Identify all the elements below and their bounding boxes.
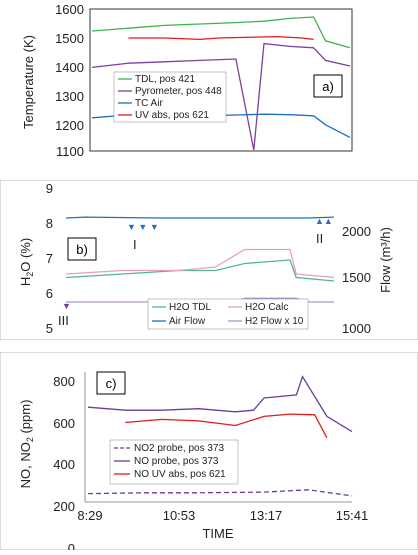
panel-b-tag-box (67, 237, 97, 261)
annotation-i: I (133, 237, 137, 252)
panel-b-yticks: 9 8 7 6 5 (46, 181, 53, 336)
panel-c-ytick: 600 (53, 416, 75, 431)
legend-item-air-flow: Air Flow (169, 316, 206, 327)
series-line-air-flow (65, 216, 335, 219)
panel-c-xticks: 8:29 10:53 13:17 15:41 (77, 508, 368, 523)
series-line-no-uv-abs-pos-621 (125, 413, 328, 439)
panel-b-y2ticks: 2000 1500 1000 (342, 224, 371, 336)
legend-item-h2-flow: H2 Flow x 10 (245, 316, 304, 327)
series-line-h2o-tdl (65, 259, 335, 282)
panel-b-y2tick: 1500 (342, 270, 371, 285)
series-line-tdl-pos-421 (91, 16, 351, 49)
panel-c-xtick: 8:29 (77, 508, 102, 523)
annotation-ii: II (316, 231, 323, 246)
panel-c-xtick: 15:41 (336, 508, 369, 523)
panel-c-xlabel: TIME (202, 526, 233, 541)
panel-b-y2label: Flow (m³/h) (378, 227, 393, 293)
panel-a-ytick: 1300 (55, 89, 84, 104)
legend-item-no-uv: NO UV abs, pos 621 (134, 469, 226, 480)
legend-item-uv: UV abs, pos 621 (135, 110, 209, 121)
panel-b-y2tick: 2000 (342, 224, 371, 239)
legend-item-tc-air: TC Air (135, 98, 163, 109)
panel-b-ytick: 6 (46, 286, 53, 301)
panel-c-ylabel: NO, NO2 (ppm) (18, 400, 35, 489)
series-line-pyrometer-pos-448 (91, 42, 351, 151)
panel-c-yticks: 800 600 400 200 0 (53, 374, 75, 555)
legend-item-pyrometer: Pyrometer, pos 448 (135, 86, 222, 97)
panel-c-svg: NO, NO2 (ppm) 800 600 400 200 0 c) NO2 p… (0, 351, 418, 555)
panel-c-tag-box (96, 371, 126, 395)
panel-b-y2tick: 1000 (342, 321, 371, 336)
panel-a-ylabel: Temperature (K) (21, 35, 36, 129)
panel-c-ytick: 400 (53, 457, 75, 472)
legend-item-tdl: TDL, pos 421 (135, 74, 195, 85)
arrow-down-icon: ▼ ▼ ▼ (127, 222, 159, 232)
series-line-h2o-calc (65, 248, 335, 279)
panel-a-svg: Temperature (K) 1600 1500 1400 1300 1200… (0, 0, 418, 170)
panel-b-ytick: 9 (46, 181, 53, 196)
panel-a-yticks: 1600 1500 1400 1300 1200 1100 (55, 2, 84, 159)
legend-item-no: NO probe, pos 373 (134, 456, 219, 467)
panel-a-tag-box (313, 74, 343, 98)
panel-c-xtick: 10:53 (163, 508, 196, 523)
panel-b-ytick: 8 (46, 216, 53, 231)
legend-item-no2: NO2 probe, pos 373 (134, 443, 224, 454)
panel-b-ylabel: H2O (%) (18, 238, 35, 286)
panel-b-tag: b) (76, 242, 88, 257)
panel-b-svg: H2O (%) Flow (m³/h) 9 8 7 6 5 2000 1500 … (0, 179, 418, 341)
panel-a-legend: TDL, pos 421 Pyrometer, pos 448 TC Air U… (113, 71, 227, 123)
panel-b-ytick: 5 (46, 321, 53, 336)
arrow-up-icon: ▲▲ (315, 216, 333, 226)
panel-a-ytick: 1600 (55, 2, 84, 17)
panel-b-ytick: 7 (46, 251, 53, 266)
panel-a-ytick: 1100 (56, 144, 84, 159)
panel-a-ytick: 1500 (55, 31, 84, 46)
arrow-down-icon-iii: ▼ (62, 301, 71, 311)
panel-c-ytick: 200 (53, 499, 75, 514)
panel-c-tag: c) (106, 376, 117, 391)
panel-a-chart: Temperature (K) 1600 1500 1400 1300 1200… (0, 0, 418, 170)
panel-b-legend: H2O TDL H2O Calc Air Flow H2 Flow x 10 (147, 298, 309, 330)
series-line-uv-abs-pos-621 (128, 35, 314, 41)
legend-item-h2o-tdl: H2O TDL (169, 302, 211, 313)
annotation-iii: III (58, 313, 69, 328)
series-line-no2-probe-pos-373 (87, 489, 353, 497)
series-line-no-probe-pos-373 (87, 375, 353, 433)
panel-a-plot-area (89, 8, 353, 152)
panel-a-ytick: 1200 (55, 118, 84, 133)
panel-c-legend: NO2 probe, pos 373 NO probe, pos 373 NO … (109, 439, 239, 485)
panel-c-xtick: 13:17 (250, 508, 283, 523)
panel-c-chart: NO, NO2 (ppm) 800 600 400 200 0 c) NO2 p… (0, 351, 418, 555)
panel-c-series (87, 375, 353, 497)
panel-a-ytick: 1400 (55, 60, 84, 75)
panel-b-annotations: ▼ ▼ ▼ I ▲▲ II ▼ III (58, 216, 333, 328)
panel-c-ytick: 0 (68, 541, 75, 550)
panel-c-ytick: 800 (53, 374, 75, 389)
panel-b-chart: H2O (%) Flow (m³/h) 9 8 7 6 5 2000 1500 … (0, 179, 418, 341)
legend-item-h2o-calc: H2O Calc (245, 302, 288, 313)
panel-a-tag: a) (322, 79, 334, 94)
